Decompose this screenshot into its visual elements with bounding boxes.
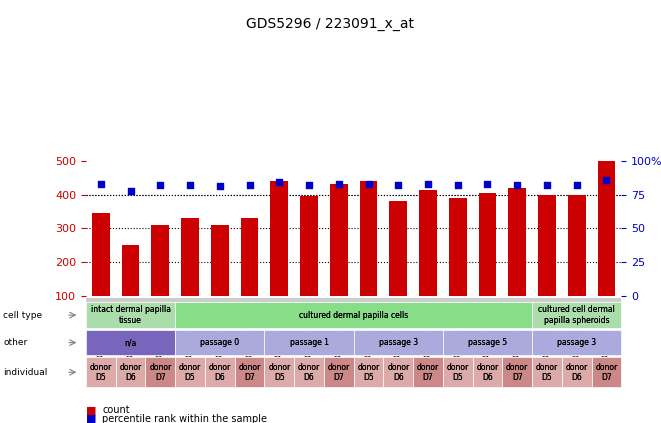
Text: donor
D7: donor D7 bbox=[596, 363, 617, 382]
Text: donor
D5: donor D5 bbox=[358, 363, 379, 382]
Bar bbox=[330, 184, 348, 296]
Text: ■: ■ bbox=[86, 405, 97, 415]
Text: donor
D7: donor D7 bbox=[149, 363, 171, 382]
Text: donor
D7: donor D7 bbox=[417, 363, 439, 382]
Point bbox=[184, 182, 196, 189]
Text: donor
D6: donor D6 bbox=[566, 363, 588, 382]
Text: passage 1: passage 1 bbox=[290, 338, 329, 347]
Text: donor
D6: donor D6 bbox=[120, 363, 141, 382]
Bar bbox=[360, 181, 377, 296]
Text: donor
D5: donor D5 bbox=[90, 363, 112, 382]
Text: donor
D7: donor D7 bbox=[417, 363, 439, 382]
Point bbox=[601, 176, 611, 183]
Text: passage 3: passage 3 bbox=[557, 338, 596, 347]
Text: donor
D5: donor D5 bbox=[536, 363, 558, 382]
Text: other: other bbox=[3, 338, 28, 347]
Text: donor
D5: donor D5 bbox=[358, 363, 379, 382]
Point bbox=[393, 182, 403, 189]
Bar bbox=[568, 195, 586, 296]
Text: passage 0: passage 0 bbox=[200, 338, 239, 347]
Point bbox=[96, 180, 106, 187]
Text: donor
D7: donor D7 bbox=[596, 363, 617, 382]
Text: donor
D7: donor D7 bbox=[506, 363, 528, 382]
Bar bbox=[449, 198, 467, 296]
Text: passage 3: passage 3 bbox=[379, 338, 418, 347]
Bar bbox=[538, 195, 556, 296]
Text: donor
D6: donor D6 bbox=[209, 363, 231, 382]
Text: percentile rank within the sample: percentile rank within the sample bbox=[102, 414, 268, 423]
Bar bbox=[389, 201, 407, 296]
Bar bbox=[151, 225, 169, 296]
Bar bbox=[300, 196, 318, 296]
Text: donor
D5: donor D5 bbox=[90, 363, 112, 382]
Point bbox=[303, 182, 314, 189]
Text: donor
D5: donor D5 bbox=[268, 363, 290, 382]
Text: n/a: n/a bbox=[124, 338, 137, 347]
Bar bbox=[211, 225, 229, 296]
Bar bbox=[241, 218, 258, 296]
Point bbox=[512, 182, 522, 189]
Text: passage 3: passage 3 bbox=[379, 338, 418, 347]
Point bbox=[541, 182, 552, 189]
Point bbox=[214, 183, 225, 190]
Point bbox=[363, 180, 373, 187]
Point bbox=[244, 182, 254, 189]
Text: cultured cell dermal
papilla spheroids: cultured cell dermal papilla spheroids bbox=[538, 305, 615, 325]
Text: donor
D6: donor D6 bbox=[387, 363, 409, 382]
Point bbox=[126, 187, 136, 194]
Text: donor
D5: donor D5 bbox=[179, 363, 201, 382]
Text: donor
D7: donor D7 bbox=[239, 363, 260, 382]
Text: passage 5: passage 5 bbox=[468, 338, 507, 347]
Text: cultured cell dermal
papilla spheroids: cultured cell dermal papilla spheroids bbox=[538, 305, 615, 325]
Text: donor
D6: donor D6 bbox=[209, 363, 231, 382]
Text: donor
D5: donor D5 bbox=[179, 363, 201, 382]
Text: GDS5296 / 223091_x_at: GDS5296 / 223091_x_at bbox=[247, 17, 414, 31]
Bar bbox=[479, 193, 496, 296]
Bar bbox=[419, 190, 437, 296]
Text: donor
D6: donor D6 bbox=[477, 363, 498, 382]
Text: donor
D5: donor D5 bbox=[536, 363, 558, 382]
Bar bbox=[270, 181, 288, 296]
Text: ■: ■ bbox=[86, 414, 97, 423]
Point bbox=[571, 182, 582, 189]
Text: donor
D6: donor D6 bbox=[298, 363, 320, 382]
Point bbox=[333, 180, 344, 187]
Point bbox=[422, 180, 433, 187]
Text: intact dermal papilla
tissue: intact dermal papilla tissue bbox=[91, 305, 171, 325]
Text: donor
D5: donor D5 bbox=[447, 363, 469, 382]
Text: donor
D7: donor D7 bbox=[328, 363, 350, 382]
Text: cultured dermal papilla cells: cultured dermal papilla cells bbox=[299, 310, 408, 320]
Text: intact dermal papilla
tissue: intact dermal papilla tissue bbox=[91, 305, 171, 325]
Text: donor
D7: donor D7 bbox=[239, 363, 260, 382]
Bar bbox=[598, 157, 615, 296]
Bar bbox=[508, 188, 526, 296]
Text: donor
D6: donor D6 bbox=[566, 363, 588, 382]
Text: donor
D6: donor D6 bbox=[387, 363, 409, 382]
Text: n/a: n/a bbox=[124, 338, 137, 347]
Text: donor
D7: donor D7 bbox=[149, 363, 171, 382]
Text: donor
D6: donor D6 bbox=[120, 363, 141, 382]
Bar bbox=[181, 218, 199, 296]
Text: donor
D5: donor D5 bbox=[447, 363, 469, 382]
Text: passage 0: passage 0 bbox=[200, 338, 239, 347]
Text: donor
D6: donor D6 bbox=[298, 363, 320, 382]
Bar bbox=[122, 245, 139, 296]
Text: donor
D7: donor D7 bbox=[506, 363, 528, 382]
Point bbox=[155, 182, 165, 189]
Point bbox=[274, 179, 284, 186]
Text: cultured dermal papilla cells: cultured dermal papilla cells bbox=[299, 310, 408, 320]
Point bbox=[452, 182, 463, 189]
Text: passage 3: passage 3 bbox=[557, 338, 596, 347]
Text: donor
D6: donor D6 bbox=[477, 363, 498, 382]
Text: donor
D7: donor D7 bbox=[328, 363, 350, 382]
Text: passage 1: passage 1 bbox=[290, 338, 329, 347]
Text: count: count bbox=[102, 405, 130, 415]
Text: donor
D5: donor D5 bbox=[268, 363, 290, 382]
Text: passage 5: passage 5 bbox=[468, 338, 507, 347]
Text: cell type: cell type bbox=[3, 310, 42, 320]
Point bbox=[482, 180, 492, 187]
Bar bbox=[92, 213, 110, 296]
Text: individual: individual bbox=[3, 368, 48, 377]
